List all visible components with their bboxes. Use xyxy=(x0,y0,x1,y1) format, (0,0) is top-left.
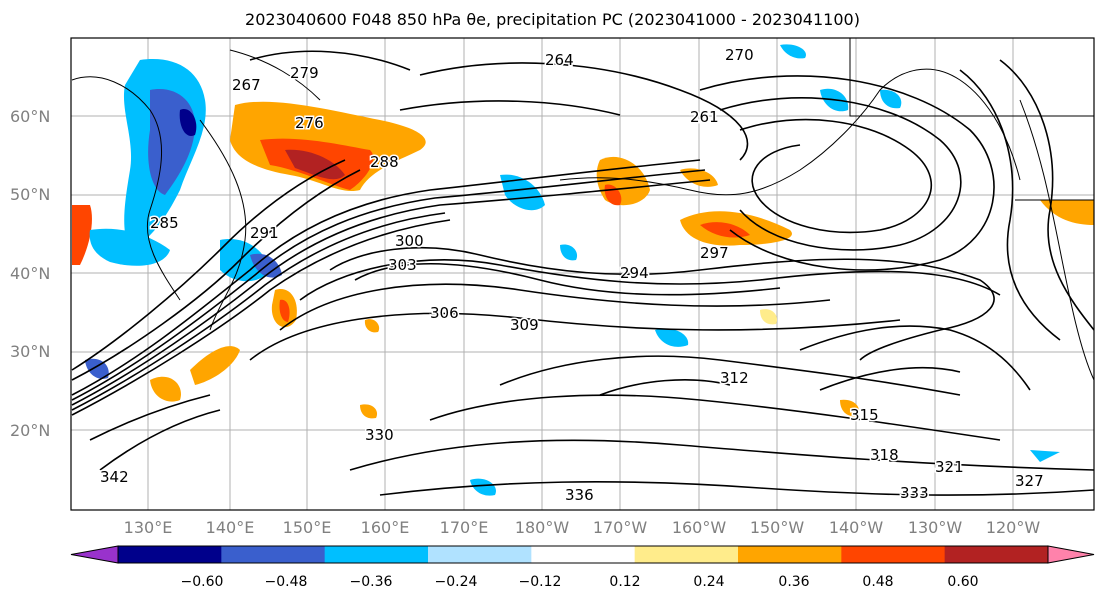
contour-label: 270 xyxy=(725,46,754,64)
lat-label: 60°N xyxy=(10,107,51,126)
colorbar-tick: 0.36 xyxy=(778,574,810,590)
lon-label: 160°W xyxy=(671,518,727,537)
colorbar-segment xyxy=(118,546,222,563)
lat-label: 20°N xyxy=(10,421,51,440)
colorbar-tick: 0.60 xyxy=(947,574,979,590)
lat-label: 40°N xyxy=(10,264,51,283)
contour-label: 321 xyxy=(935,458,964,476)
map-frame xyxy=(70,37,1095,511)
colorbar-tick: −0.36 xyxy=(349,574,393,590)
colorbar-segment xyxy=(944,546,1049,563)
colorbar-tick: 0.48 xyxy=(862,574,894,590)
colorbar-tick: −0.12 xyxy=(518,574,562,590)
contour-label: 336 xyxy=(565,486,594,504)
contour-label: 288 xyxy=(370,153,399,171)
map-title: 2023040600 F048 850 hPa θe, precipitatio… xyxy=(245,10,860,29)
lon-label: 150°E xyxy=(282,518,332,537)
lon-label: 170°E xyxy=(439,518,489,537)
land-border xyxy=(849,38,1094,117)
lon-label: 140°W xyxy=(828,518,884,537)
contour-label: 300 xyxy=(395,232,424,250)
coastlines xyxy=(71,49,1094,381)
colorbar-segment xyxy=(634,546,739,563)
colorbar-segment xyxy=(531,546,636,563)
lat-label: 50°N xyxy=(10,185,51,204)
lon-label: 170°W xyxy=(592,518,648,537)
contour-label: 327 xyxy=(1015,472,1044,490)
colorbar-segment xyxy=(841,546,946,563)
colorbar-tick: −0.48 xyxy=(264,574,308,590)
contour-label: 264 xyxy=(545,51,574,69)
lon-label: 150°W xyxy=(749,518,805,537)
contour-label: 330 xyxy=(365,426,394,444)
contour-label: 261 xyxy=(690,108,719,126)
contour-label: 318 xyxy=(870,446,899,464)
contour-label: 333 xyxy=(900,484,929,502)
colorbar-tick: 0.12 xyxy=(609,574,641,590)
colorbar-tick: 0.24 xyxy=(693,574,725,590)
contour-labels: 267 276 279 288 285 291 294 297 300 303 306 309 312 3… xyxy=(99,45,1046,506)
colorbar-segment xyxy=(324,546,429,563)
contour-label: 276 xyxy=(295,114,324,132)
lon-label: 180°W xyxy=(514,518,570,537)
contour-label: 267 xyxy=(232,76,261,94)
lon-label: 130°W xyxy=(907,518,963,537)
contour-label: 342 xyxy=(100,468,129,486)
colorbar-frame xyxy=(117,545,1049,564)
contour-label: 279 xyxy=(290,64,319,82)
lat-label: 30°N xyxy=(10,342,51,361)
lon-label: 130°E xyxy=(123,518,173,537)
contour-label: 291 xyxy=(250,224,279,242)
colorbar xyxy=(70,545,1095,564)
colorbar-extend-high xyxy=(1047,545,1095,564)
colorbar-segment xyxy=(738,546,842,563)
contour-label: 306 xyxy=(430,304,459,322)
colorbar-extend-low xyxy=(70,545,119,564)
colorbar-tick: −0.60 xyxy=(180,574,224,590)
colorbar-segment xyxy=(221,546,326,563)
colorbar-tick: −0.24 xyxy=(434,574,478,590)
contour-label: 285 xyxy=(150,214,179,232)
map-content: 267 276 279 288 285 291 294 297 300 303 306 309 312 3… xyxy=(71,38,1094,510)
contour-label: 315 xyxy=(850,406,879,424)
contour-label: 297 xyxy=(700,244,729,262)
contour-label: 309 xyxy=(510,316,539,334)
contour-label: 294 xyxy=(620,264,649,282)
contour-label: 312 xyxy=(720,369,749,387)
lon-label: 160°E xyxy=(360,518,410,537)
contour-label: 303 xyxy=(388,256,417,274)
lon-label: 140°E xyxy=(205,518,255,537)
lon-label: 120°W xyxy=(985,518,1041,537)
colorbar-segment xyxy=(428,546,532,563)
